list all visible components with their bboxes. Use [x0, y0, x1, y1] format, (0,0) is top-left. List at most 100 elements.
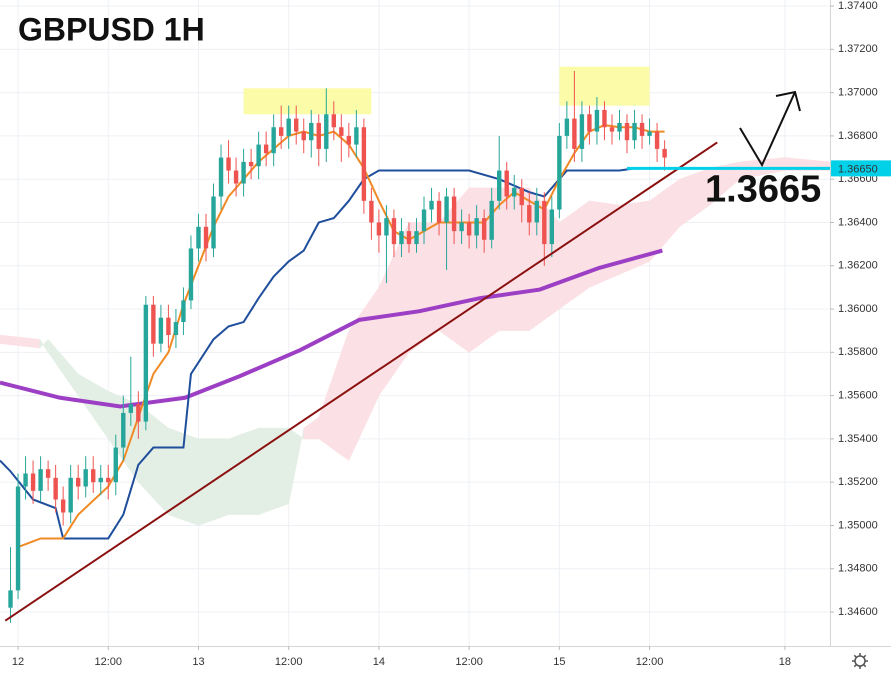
candle-body: [211, 196, 216, 249]
candle-body: [414, 231, 419, 245]
check-arrow: [739, 90, 801, 168]
settings-icon[interactable]: [852, 653, 868, 669]
candle-body: [38, 469, 43, 491]
price-tag: [831, 160, 891, 177]
price-tag-label: 1.36650: [838, 163, 878, 175]
x-tick-label: 14: [373, 656, 385, 668]
candle-body: [632, 122, 637, 141]
candle-body: [203, 226, 209, 249]
highlight-zone: [243, 88, 372, 115]
indicator-line: [0, 167, 665, 540]
y-tick-label: 1.35800: [838, 346, 878, 358]
candle-body: [391, 218, 397, 245]
candle-body: [23, 473, 28, 487]
candle-body: [354, 127, 359, 145]
candle-body: [181, 300, 186, 323]
candle-body: [166, 317, 171, 336]
candle-body: [572, 118, 577, 149]
candle-body: [519, 187, 524, 206]
candle-body: [579, 114, 585, 149]
time-axis-panel: [0, 646, 891, 676]
candle-body: [369, 200, 374, 223]
y-tick-label: 1.36200: [838, 260, 878, 272]
candle-body: [241, 161, 246, 184]
candle-body: [121, 412, 126, 448]
candle-body: [60, 499, 66, 513]
candle-body: [136, 404, 141, 422]
candle-body: [497, 170, 502, 201]
candle-body: [594, 109, 600, 132]
candle-body: [30, 473, 36, 491]
y-tick-label: 1.36400: [838, 216, 878, 228]
candle-body: [128, 404, 134, 413]
candle-body: [481, 218, 487, 240]
candle-body: [339, 127, 344, 136]
candle-body: [399, 231, 404, 245]
candle-body: [113, 447, 118, 483]
candle-body: [286, 118, 291, 136]
candle-body: [53, 477, 58, 500]
indicator-line: [0, 248, 663, 409]
chart-title: GBPUSD 1H: [18, 11, 205, 47]
candle-body: [474, 218, 479, 236]
candle-body: [226, 157, 231, 171]
x-tick-label: 18: [779, 656, 791, 668]
x-tick-label: 13: [192, 656, 204, 668]
candle-body: [151, 304, 156, 344]
candle-body: [263, 144, 269, 154]
candle-body: [542, 200, 547, 245]
candle-body: [384, 218, 389, 236]
x-tick-label: 12: [12, 656, 24, 668]
plot-area: [0, 66, 831, 623]
x-tick-label: 12:00: [455, 656, 483, 668]
candle-body: [15, 486, 21, 591]
candle-body: [309, 122, 314, 141]
candle-body: [406, 231, 412, 245]
candle-body: [549, 209, 555, 245]
candle-body: [218, 157, 224, 197]
candle-body: [527, 205, 532, 223]
candle-body: [271, 127, 276, 154]
candle-body: [188, 248, 194, 301]
y-tick-label: 1.37200: [838, 43, 878, 55]
cloud-segment: [228, 427, 259, 515]
y-tick-label: 1.36800: [838, 130, 878, 142]
level-label: 1.3665: [705, 168, 821, 210]
candle-body: [361, 127, 367, 201]
candle-body: [256, 144, 261, 167]
candle-body: [376, 222, 382, 236]
y-tick-label: 1.35600: [838, 390, 878, 402]
candle-body: [662, 148, 667, 158]
candle-body: [98, 477, 103, 483]
candle-body: [557, 135, 562, 210]
y-tick-label: 1.34600: [838, 606, 878, 618]
candle-body: [8, 590, 13, 608]
candle-body: [429, 200, 434, 210]
candle-body: [196, 226, 201, 249]
x-tick-label: 12:00: [94, 656, 122, 668]
x-tick-label: 12:00: [636, 656, 664, 668]
candle-body: [489, 200, 494, 240]
trendline: [4, 141, 718, 622]
candle-body: [294, 118, 299, 132]
cloud-segment: [589, 200, 620, 288]
candle-body: [564, 118, 570, 136]
cloud-segment: [198, 438, 229, 526]
candle-body: [68, 477, 73, 513]
x-tick-label: 15: [553, 656, 565, 668]
candle-body: [324, 114, 329, 149]
y-tick-label: 1.36000: [838, 303, 878, 315]
y-tick-label: 1.35200: [838, 476, 878, 488]
y-tick-label: 1.35000: [838, 519, 878, 531]
candle-body: [624, 122, 630, 141]
candle-body: [512, 187, 517, 197]
candle-body: [75, 477, 81, 487]
candle-body: [106, 477, 111, 483]
candle-body: [278, 127, 284, 136]
candle-body: [504, 170, 509, 197]
highlight-zone: [559, 66, 650, 106]
candle-body: [466, 222, 472, 236]
candle-body: [233, 170, 239, 184]
candle-body: [421, 209, 427, 232]
candle-body: [158, 317, 164, 344]
